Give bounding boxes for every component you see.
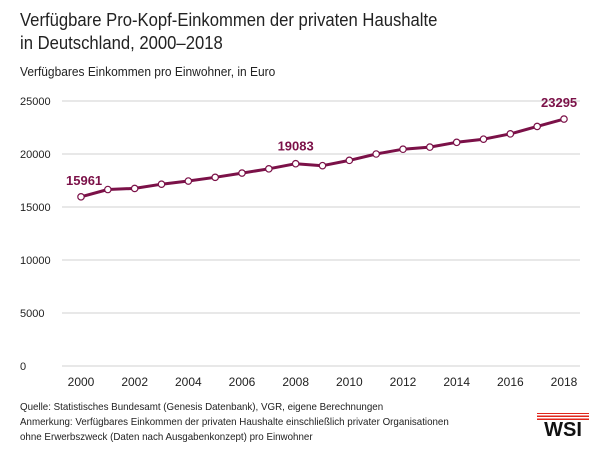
data-point [157, 180, 166, 189]
y-tick-label: 20000 [20, 149, 51, 161]
data-labels: 15961 19083 23295 [66, 95, 577, 188]
x-axis-tick-labels: 2000 2002 2004 2006 2008 2010 2012 2014 2016 2018 [68, 375, 578, 389]
data-point [104, 185, 112, 194]
x-tick-label: 2000 [68, 375, 95, 389]
remark-note-line-2: ohne Erwerbszweck (Daten nach Ausgabenko… [20, 431, 313, 443]
data-label-2008: 19083 [278, 139, 314, 154]
chart-subtitle: Verfügbares Einkommen pro Einwohner, in … [20, 64, 276, 79]
data-point [399, 145, 407, 154]
data-label-2018: 23295 [541, 95, 577, 110]
data-point [560, 115, 568, 123]
y-axis-tick-labels: 0 5000 10000 15000 20000 25000 [20, 96, 51, 373]
y-tick-label: 0 [20, 361, 26, 373]
data-point [479, 135, 488, 143]
data-point [345, 156, 354, 165]
data-point [291, 159, 300, 168]
remark-note-line-1: Anmerkung: Verfügbares Einkommen der pri… [20, 416, 449, 428]
x-tick-label: 2018 [551, 375, 578, 389]
data-points [77, 115, 568, 201]
x-tick-label: 2014 [443, 375, 470, 389]
data-point [452, 138, 461, 147]
data-point [184, 177, 193, 185]
x-tick-label: 2006 [229, 375, 256, 389]
data-point [372, 150, 380, 158]
x-tick-label: 2008 [282, 375, 309, 389]
chart-title-line-2: in Deutschland, 2000–2018 [20, 32, 223, 53]
x-tick-label: 2010 [336, 375, 363, 389]
data-point [318, 161, 327, 170]
y-tick-label: 15000 [20, 202, 51, 214]
data-point [506, 130, 515, 138]
data-label-2000: 15961 [66, 173, 102, 188]
x-tick-label: 2012 [390, 375, 417, 389]
chart-title-line-1: Verfügbare Pro-Kopf-Einkommen der privat… [20, 9, 438, 30]
logo-text: WSI [544, 419, 582, 441]
source-note: Quelle: Statistisches Bundesamt (Genesis… [20, 401, 384, 413]
data-point [533, 122, 541, 131]
gridlines [62, 100, 580, 367]
y-tick-label: 25000 [20, 96, 51, 108]
data-point [238, 169, 246, 177]
logo-stripes [537, 413, 589, 420]
data-point [130, 184, 139, 193]
x-tick-label: 2004 [175, 375, 202, 389]
series-line [79, 117, 566, 199]
x-tick-label: 2002 [121, 375, 148, 389]
data-point [211, 173, 219, 182]
data-point [265, 165, 273, 173]
chart-title: Verfügbare Pro-Kopf-Einkommen der privat… [20, 8, 524, 54]
x-tick-label: 2016 [497, 375, 524, 389]
wsi-logo: WSI [537, 413, 589, 441]
series-line-path [79, 117, 566, 199]
data-point [426, 143, 434, 151]
data-point [77, 193, 85, 201]
y-tick-label: 5000 [20, 308, 44, 320]
y-tick-label: 10000 [20, 255, 51, 267]
